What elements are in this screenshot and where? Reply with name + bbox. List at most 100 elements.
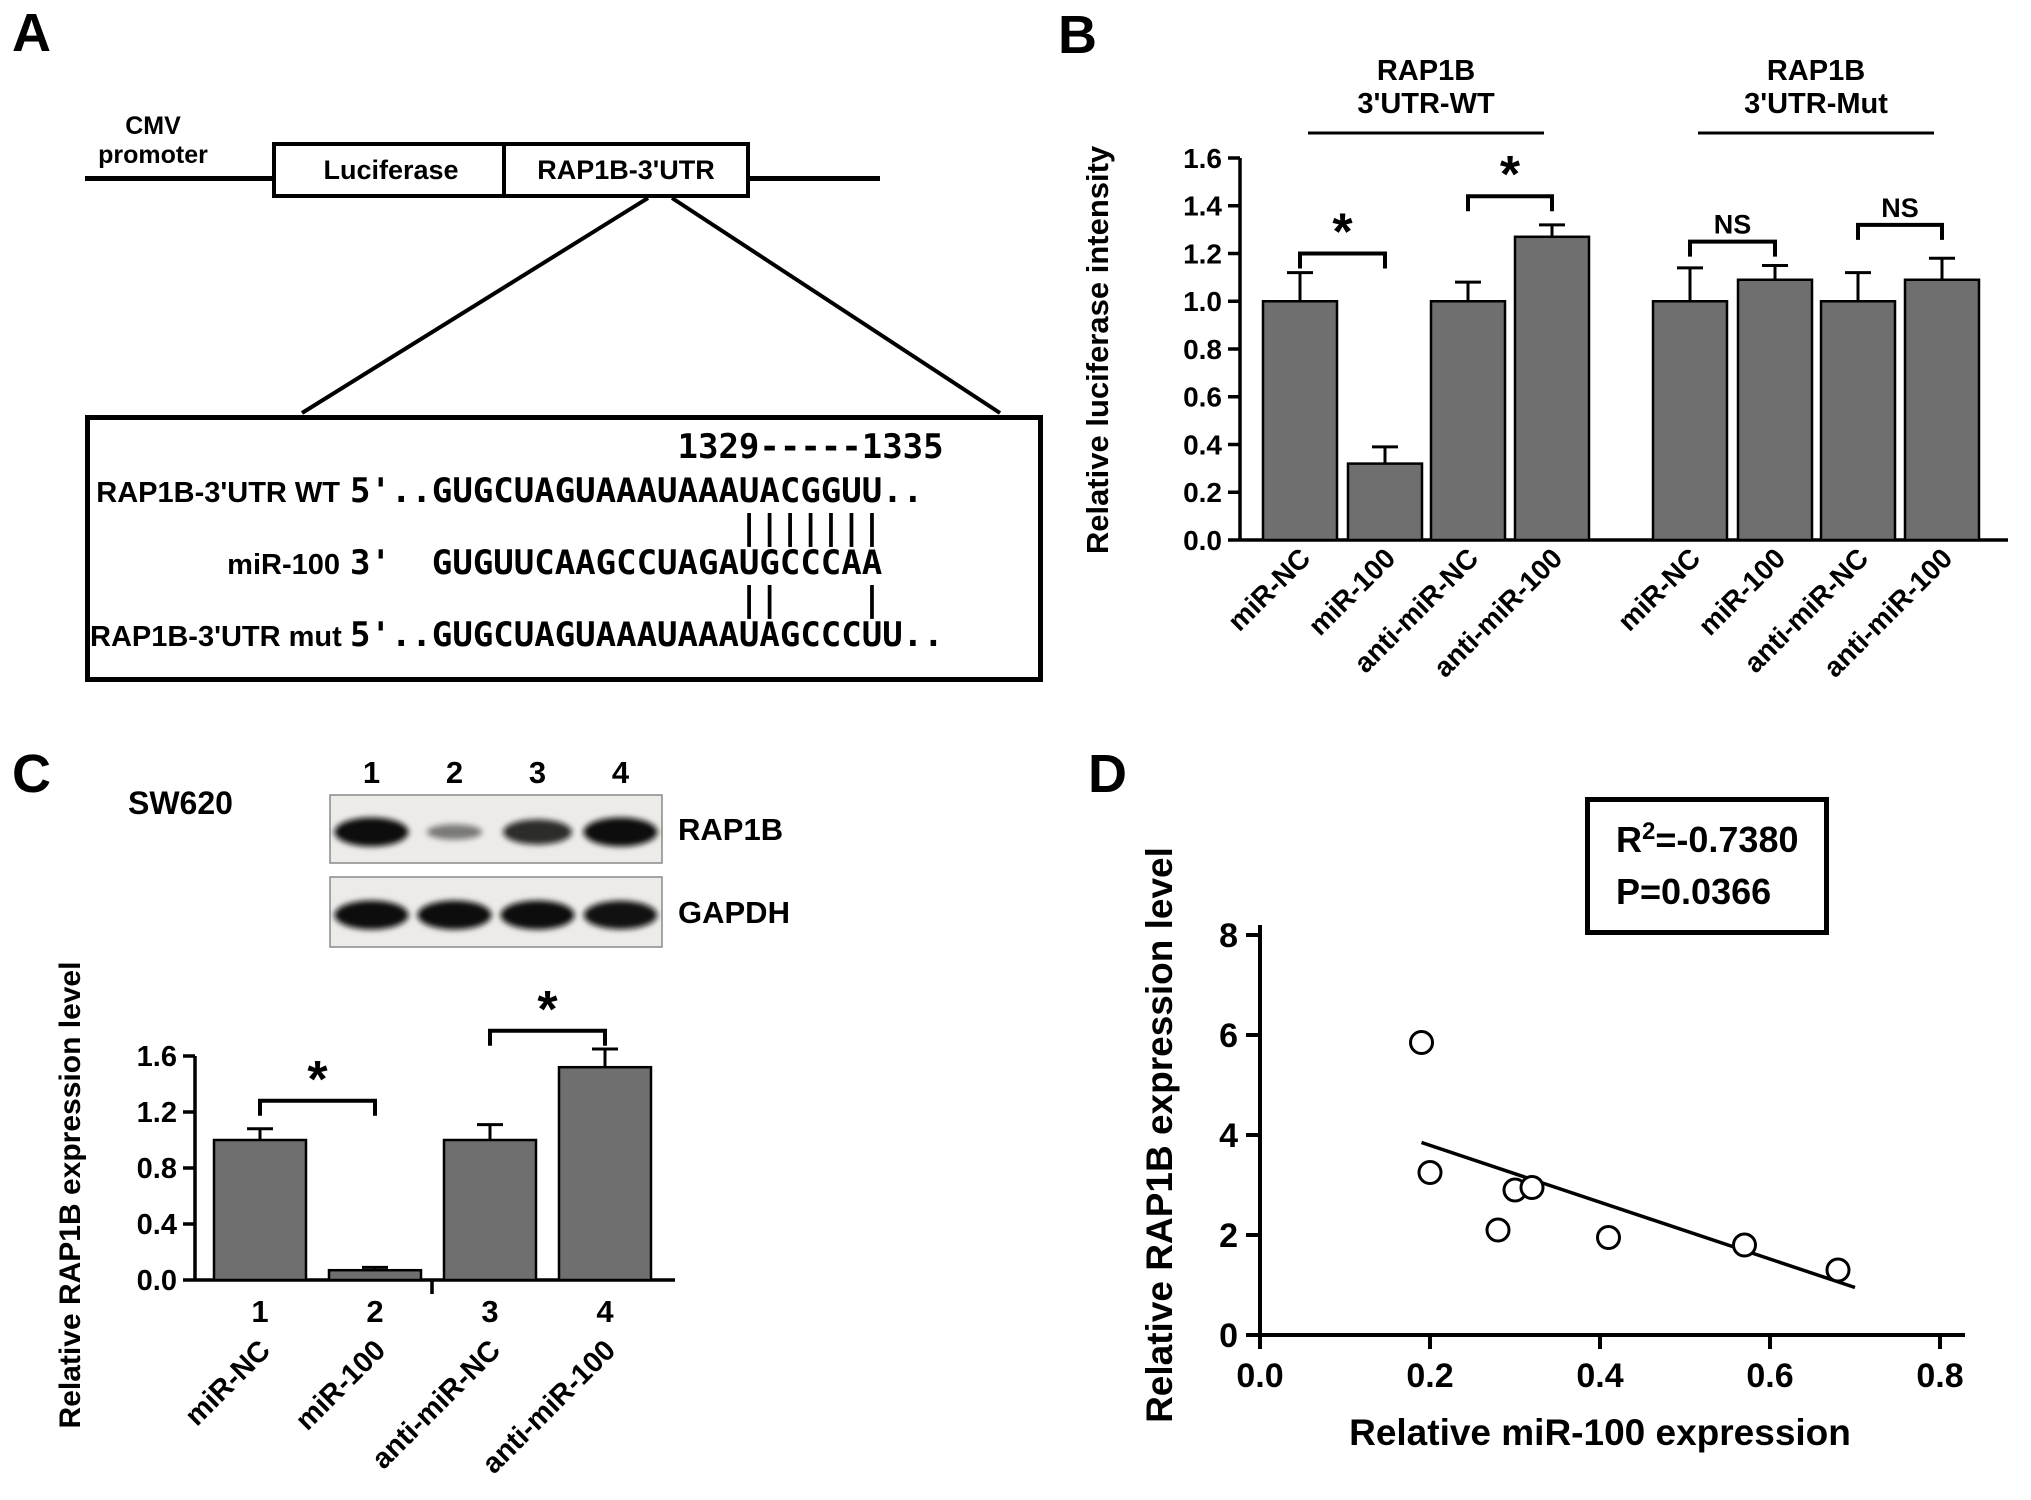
cmv-promoter-line1: CMV <box>125 112 181 140</box>
significance-star: * <box>1500 146 1521 204</box>
western-blot: 1 2 3 4 RAP1B GAPDH <box>329 755 790 948</box>
significance-bracket <box>258 1098 377 1116</box>
y-tick-label: 8 <box>1219 917 1238 955</box>
correlation-scatter-plot: 0 2 4 6 8 0.0 0.2 0.4 0.6 0.8 Relative miR-100 exp… <box>1139 847 1965 1453</box>
r-exponent: 2 <box>1642 818 1656 845</box>
blot-target-label: GAPDH <box>678 895 790 930</box>
cmv-promoter-line2: promoter <box>98 141 208 169</box>
y-tick-label: 0.4 <box>1183 429 1222 460</box>
r-squared-line: R2=-0.7380 <box>1616 814 1798 866</box>
bar <box>442 1138 538 1282</box>
r-label: R <box>1616 819 1642 860</box>
lane-number: 2 <box>446 755 463 790</box>
wt-pairing-pipes: ||||||| <box>350 508 883 548</box>
schematic-connector-lines <box>300 196 1002 415</box>
significance-bracket <box>1466 194 1554 212</box>
significance-bracket <box>488 1028 607 1046</box>
y-axis-title: Relative luciferase intensity <box>1080 145 1115 554</box>
bar <box>212 1138 308 1282</box>
bar <box>1903 278 1981 542</box>
y-axis-title: Relative RAP1B expression level <box>54 962 87 1429</box>
y-tick-label: 1.6 <box>137 1041 177 1073</box>
significance-bracket <box>1856 222 1944 240</box>
y-tick-label: 0.2 <box>1183 477 1222 508</box>
data-point <box>1485 1217 1511 1243</box>
protein-band <box>500 900 575 930</box>
mir100-label: miR-100 <box>227 549 340 581</box>
y-tick-label: 1.2 <box>1183 238 1222 269</box>
diagonal-line-left <box>300 196 650 415</box>
protein-band <box>503 819 572 845</box>
mir100-sequence: 3' GUGUUCAAGCCUAGAUGCCCAA <box>350 543 883 583</box>
y-tick-label: 0.4 <box>137 1209 177 1241</box>
x-tick-label: 0.0 <box>1236 1357 1283 1395</box>
y-tick-label: 1.0 <box>1183 286 1222 317</box>
data-point <box>1596 1225 1621 1250</box>
protein-band <box>334 900 409 930</box>
significance-star: * <box>537 981 558 1039</box>
luciferase-bar-chart: 0.00.20.40.60.81.01.21.41.6miR-NCmiR-100… <box>1080 55 2008 683</box>
category-label: miR-NC <box>1612 542 1707 637</box>
significance-star: * <box>307 1051 328 1109</box>
rap1b-expression-bar-chart: 0.00.40.81.21.61miR-NC2miR-1003anti-miR-… <box>54 962 675 1480</box>
mut-utr-sequence: 5'..GUGCUAGUAAAUAAAUAGCCCUU.. <box>350 615 944 655</box>
blot-target-label: RAP1B <box>678 812 783 847</box>
panel-c: C SW620 1 2 3 4 RAP1B GAPDH 0.0 0.4 0.8 1.2 1.6 1 m… <box>0 745 1070 1500</box>
bar <box>1513 235 1591 542</box>
category-label: miR-NC <box>179 1334 277 1432</box>
bar <box>1261 300 1339 542</box>
y-tick-label: 0.0 <box>1183 525 1222 556</box>
data-point <box>1417 1160 1443 1185</box>
category-label: miR-NC <box>1222 542 1317 637</box>
data-point <box>1732 1232 1757 1258</box>
bar-number: 1 <box>251 1294 268 1329</box>
regression-stats-box: R2=-0.7380 P=0.0366 <box>1585 797 1830 936</box>
protein-band <box>334 817 409 847</box>
bar <box>327 1268 423 1282</box>
y-tick-label: 1.4 <box>1183 191 1222 222</box>
sequence-alignment-box: 1329-----1335 RAP1B-3'UTR WT 5'..GUGCUAG… <box>85 415 1043 682</box>
bar <box>1736 278 1814 542</box>
group-title-line1: RAP1B <box>1377 55 1475 87</box>
wt-utr-sequence: 5'..GUGCUAGUAAAUAAAUACGGUU.. <box>350 471 924 511</box>
significance-bracket <box>1298 251 1387 269</box>
bar-number: 3 <box>481 1294 498 1329</box>
significance-ns: NS <box>1714 210 1752 240</box>
data-point <box>1825 1257 1851 1283</box>
group-title-line2: 3'UTR-WT <box>1357 88 1495 120</box>
y-tick-label: 0.0 <box>137 1265 177 1297</box>
y-tick-label: 0.8 <box>137 1153 177 1185</box>
panel-a-label: A <box>12 3 51 63</box>
bar <box>1429 300 1507 542</box>
r-value: =-0.7380 <box>1655 819 1799 860</box>
panel-d-label: D <box>1088 744 1127 804</box>
protein-band <box>583 900 658 930</box>
x-tick-label: 0.6 <box>1746 1357 1793 1395</box>
bar <box>557 1065 653 1282</box>
y-tick-label: 2 <box>1219 1217 1238 1255</box>
protein-band <box>426 824 483 840</box>
panel-b-label: B <box>1058 5 1097 65</box>
y-tick-label: 1.2 <box>137 1097 177 1129</box>
binding-site-position-numbers: 1329-----1335 <box>350 427 944 467</box>
diagonal-line-right <box>670 196 1002 415</box>
y-tick-label: 4 <box>1219 1117 1238 1155</box>
bar <box>1651 300 1729 542</box>
protein-band <box>583 817 658 847</box>
trend-line <box>1420 1140 1856 1290</box>
y-tick-label: 1.6 <box>1183 143 1222 174</box>
data-point <box>1409 1030 1434 1055</box>
group-title-line1: RAP1B <box>1767 55 1865 87</box>
protein-band <box>417 900 492 930</box>
significance-star: * <box>1332 204 1353 262</box>
bar <box>1819 300 1897 542</box>
lane-number: 3 <box>529 755 546 790</box>
panel-a: A CMV promoter Luciferase RAP1B-3'UTR 13… <box>0 0 1050 740</box>
mut-utr-label: RAP1B-3'UTR mut <box>90 621 342 653</box>
bar-number: 2 <box>366 1294 383 1329</box>
bar-number: 4 <box>596 1294 614 1329</box>
data-point <box>1519 1175 1545 1200</box>
y-axis-title: Relative RAP1B expression level <box>1139 847 1180 1423</box>
panel-b: B 0.0 0.2 0.4 0.6 0.8 1.0 1.2 1.4 1.6 miR-NC miR-1… <box>1050 0 2031 745</box>
